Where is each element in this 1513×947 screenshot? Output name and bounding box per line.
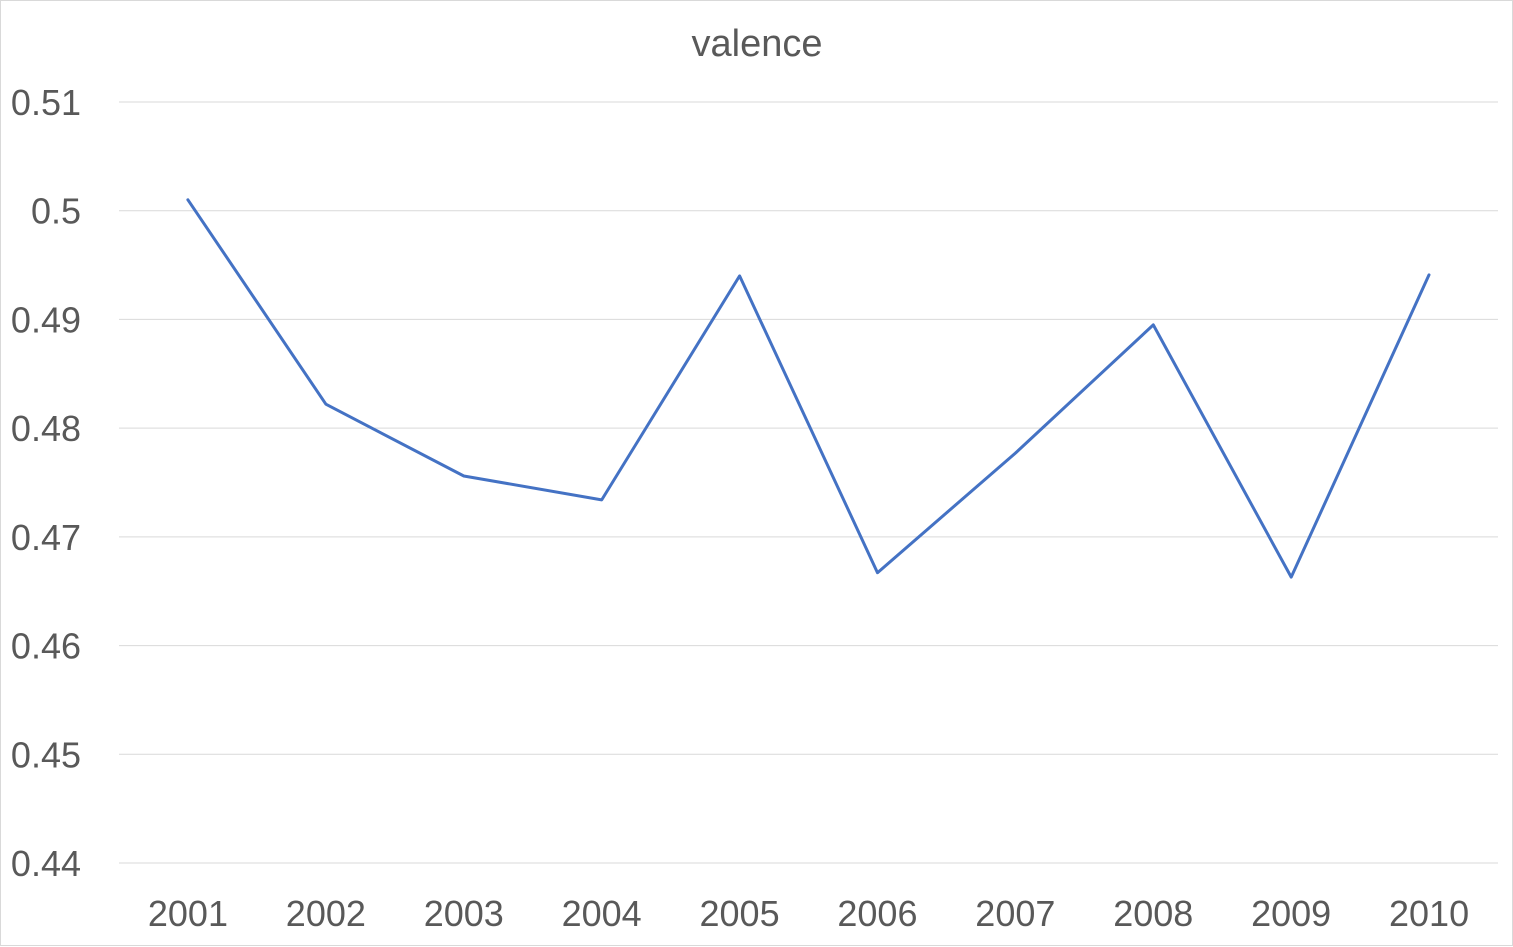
- x-tick-label: 2007: [975, 893, 1055, 934]
- series-group: [186, 198, 1431, 579]
- y-tick-label: 0.5: [31, 191, 81, 232]
- y-axis-tick-labels: 0.44 0.45 0.46 0.47 0.48 0.49 0.5 0.51: [11, 82, 81, 884]
- y-tick-label: 0.47: [11, 517, 81, 558]
- x-tick-label: 2002: [286, 893, 366, 934]
- y-tick-label: 0.48: [11, 408, 81, 449]
- x-tick-label: 2010: [1389, 893, 1469, 934]
- x-tick-label: 2005: [700, 893, 780, 934]
- x-tick-label: 2008: [1113, 893, 1193, 934]
- y-tick-label: 0.45: [11, 734, 81, 775]
- y-tick-label: 0.46: [11, 626, 81, 667]
- y-tick-label: 0.44: [11, 843, 81, 884]
- x-tick-label: 2006: [837, 893, 917, 934]
- y-tick-label: 0.49: [11, 299, 81, 340]
- x-tick-label: 2003: [424, 893, 504, 934]
- y-tick-label: 0.51: [11, 82, 81, 123]
- gridlines: [119, 101, 1498, 864]
- x-tick-label: 2009: [1251, 893, 1331, 934]
- x-axis-tick-labels: 2001 2002 2003 2004 2005 2006 2007 2008 2009 2010: [148, 893, 1469, 934]
- chart-title: valence: [692, 23, 823, 65]
- x-tick-label: 2004: [562, 893, 642, 934]
- series-line: [186, 198, 1431, 579]
- x-tick-label: 2001: [148, 893, 228, 934]
